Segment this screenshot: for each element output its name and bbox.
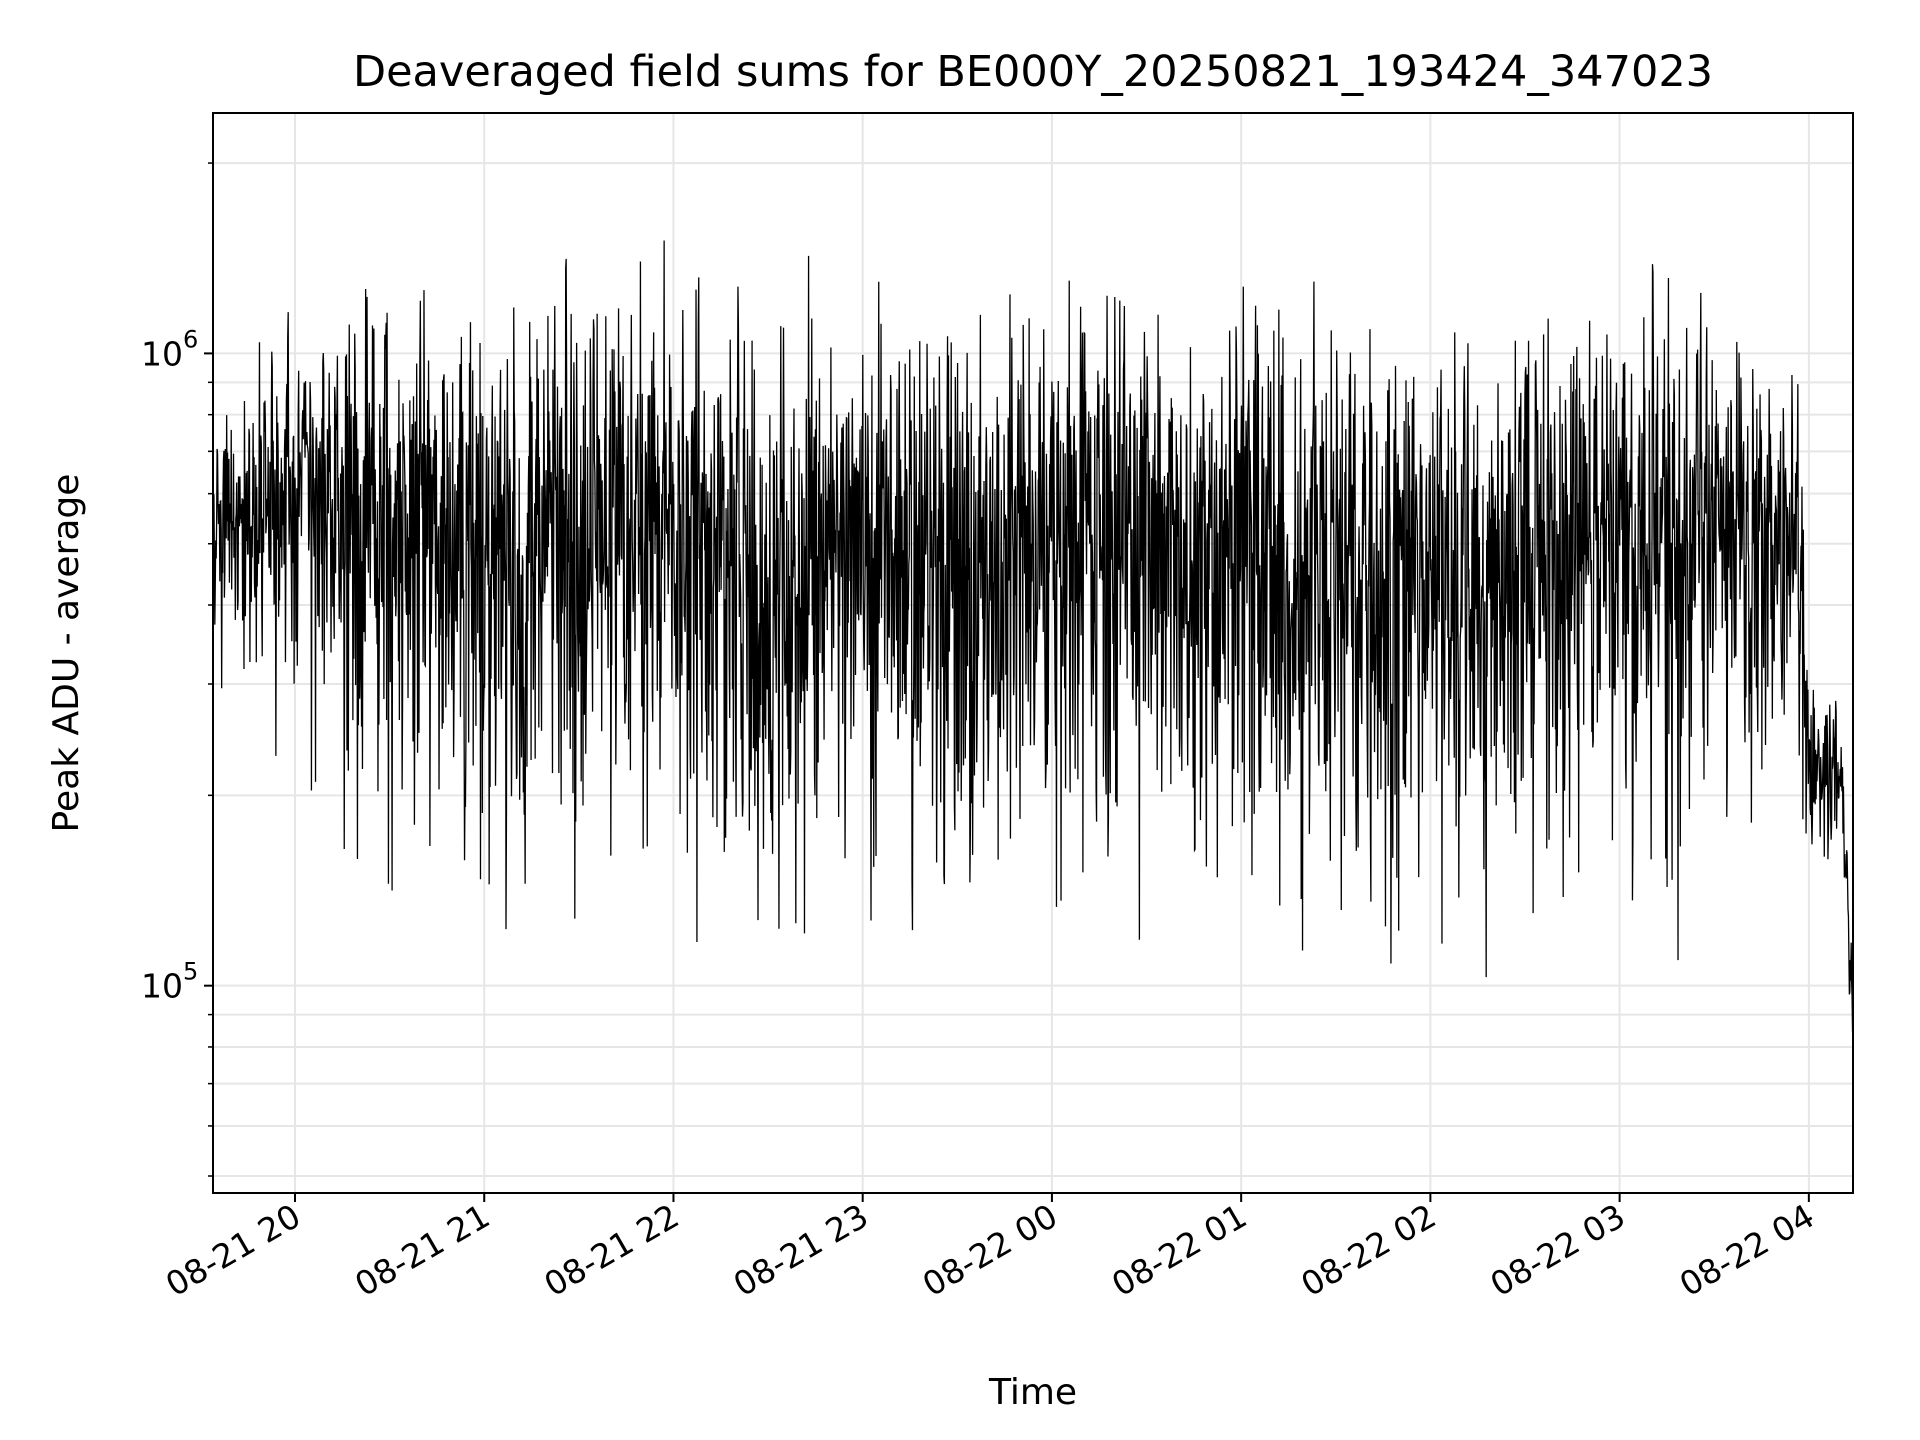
x-axis-label: Time [988, 1372, 1077, 1413]
data-series [212, 240, 1854, 1033]
series-line [212, 240, 1854, 1033]
y-tick-label: 10 [141, 967, 183, 1006]
plot-area-frame [212, 112, 1854, 1194]
chart-title: Deaveraged field sums for BE000Y_2025082… [353, 47, 1713, 97]
y-tick-exponent: 6 [183, 325, 198, 353]
y-tick-label: 10 [141, 334, 183, 373]
y-axis-label: Peak ADU - average [46, 474, 87, 833]
y-tick-exponent: 5 [183, 958, 198, 986]
